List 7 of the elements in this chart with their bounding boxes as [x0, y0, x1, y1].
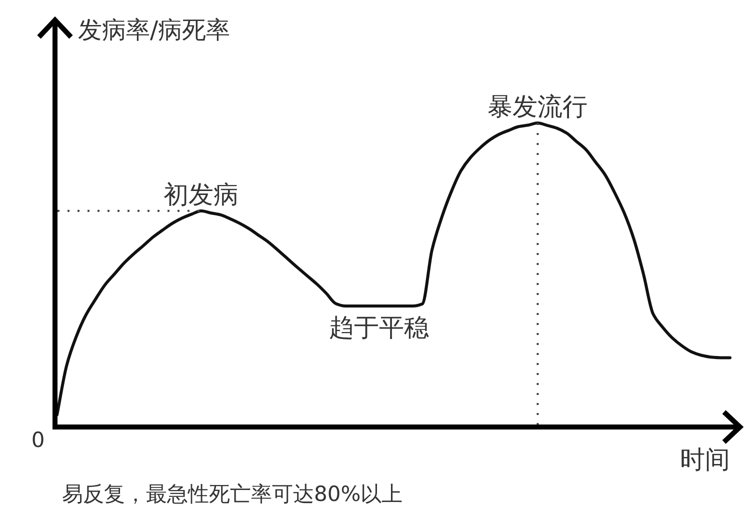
annotation: 初发病 — [164, 180, 239, 209]
annotation: 0 — [31, 428, 45, 452]
annotation: 易反复，最急性死亡率可达80%以上 — [62, 482, 403, 506]
annotation: 暴发流行 — [488, 92, 588, 121]
xlabel: 时间 — [680, 445, 730, 474]
annotation: 趋于平稳 — [329, 313, 430, 342]
ylabel: 发病率/病死率 — [78, 16, 230, 44]
